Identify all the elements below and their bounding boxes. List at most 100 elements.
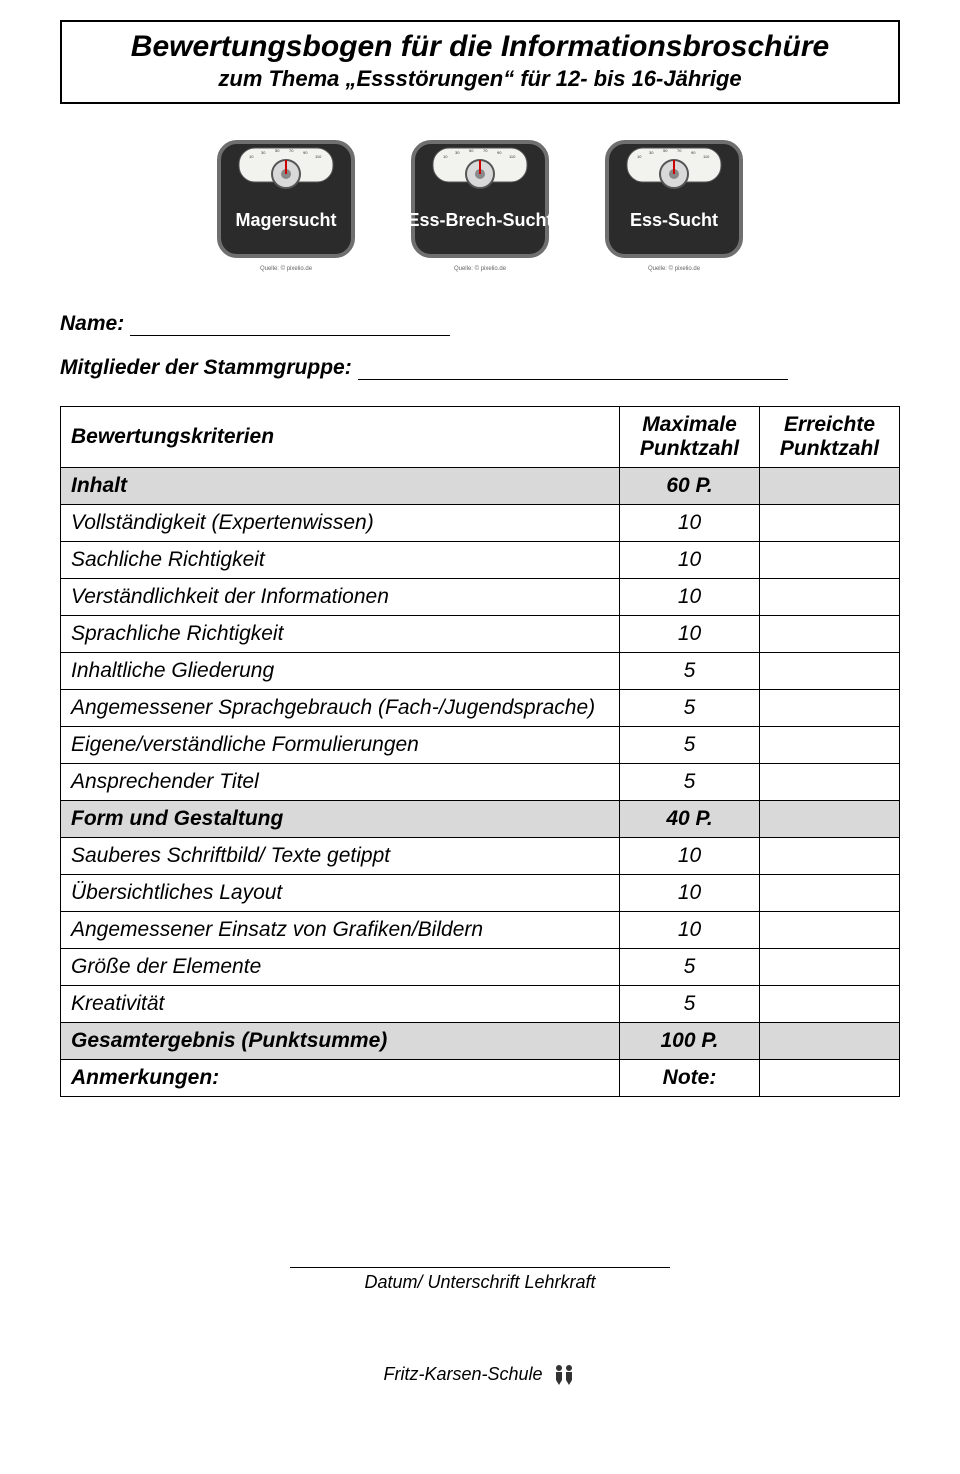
- cell-max: 10: [620, 505, 760, 542]
- svg-text:10: 10: [443, 154, 448, 159]
- cell-max: 10: [620, 912, 760, 949]
- cell-criteria: Gesamtergebnis (Punktsumme): [61, 1023, 620, 1060]
- cell-criteria: Kreativität: [61, 986, 620, 1023]
- table-row: Gesamtergebnis (Punktsumme)100 P.: [61, 1023, 900, 1060]
- table-row: Sprachliche Richtigkeit10: [61, 616, 900, 653]
- table-row: Inhaltliche Gliederung5: [61, 653, 900, 690]
- table-row: Inhalt60 P.: [61, 468, 900, 505]
- svg-text:110: 110: [315, 154, 322, 159]
- cell-criteria: Ansprechender Titel: [61, 764, 620, 801]
- scales-row: 1030 5070 90110 Magersucht Quelle: © pix…: [60, 134, 900, 272]
- cell-max: 5: [620, 727, 760, 764]
- svg-text:30: 30: [649, 150, 654, 155]
- cell-got[interactable]: [760, 468, 900, 505]
- cell-criteria: Vollständigkeit (Expertenwissen): [61, 505, 620, 542]
- table-row: Verständlichkeit der Informationen10: [61, 579, 900, 616]
- cell-criteria: Eigene/verständliche Formulierungen: [61, 727, 620, 764]
- cell-got[interactable]: [760, 1060, 900, 1097]
- svg-text:50: 50: [469, 148, 474, 153]
- table-row: Angemessener Einsatz von Grafiken/Bilder…: [61, 912, 900, 949]
- rubric-table: Bewertungskriterien Maximale Punktzahl E…: [60, 406, 900, 1097]
- cell-criteria: Verständlichkeit der Informationen: [61, 579, 620, 616]
- svg-text:110: 110: [703, 154, 710, 159]
- table-head-row: Bewertungskriterien Maximale Punktzahl E…: [61, 407, 900, 468]
- cell-max: 5: [620, 764, 760, 801]
- cell-got[interactable]: [760, 616, 900, 653]
- name-label: Name:: [60, 312, 124, 336]
- cell-criteria: Sauberes Schriftbild/ Texte getippt: [61, 838, 620, 875]
- cell-criteria: Übersichtliches Layout: [61, 875, 620, 912]
- table-row: Sauberes Schriftbild/ Texte getippt10: [61, 838, 900, 875]
- cell-got[interactable]: [760, 764, 900, 801]
- cell-max: 40 P.: [620, 801, 760, 838]
- cell-criteria: Angemessener Sprachgebrauch (Fach-/Jugen…: [61, 690, 620, 727]
- svg-text:70: 70: [677, 148, 682, 153]
- table-row: Kreativität5: [61, 986, 900, 1023]
- signature-line[interactable]: [290, 1267, 670, 1268]
- cell-max: Note:: [620, 1060, 760, 1097]
- head-max: Maximale Punktzahl: [620, 407, 760, 468]
- group-label: Mitglieder der Stammgruppe:: [60, 356, 352, 380]
- cell-max: 10: [620, 838, 760, 875]
- cell-got[interactable]: [760, 653, 900, 690]
- cell-got[interactable]: [760, 912, 900, 949]
- cell-got[interactable]: [760, 1023, 900, 1060]
- table-row: Übersichtliches Layout10: [61, 875, 900, 912]
- name-field-row: Name:: [60, 312, 900, 336]
- cell-criteria: Sachliche Richtigkeit: [61, 542, 620, 579]
- cell-max: 10: [620, 875, 760, 912]
- cell-max: 5: [620, 949, 760, 986]
- svg-text:50: 50: [275, 148, 280, 153]
- svg-text:10: 10: [637, 154, 642, 159]
- cell-max: 5: [620, 690, 760, 727]
- svg-text:30: 30: [261, 150, 266, 155]
- signature-line-wrap: Datum/ Unterschrift Lehrkraft: [290, 1267, 670, 1293]
- page-footer: Fritz-Karsen-Schule: [60, 1363, 900, 1385]
- scale-card: 1030 5070 90110 Ess-Sucht Quelle: © pixe…: [589, 134, 759, 272]
- table-row: Angemessener Sprachgebrauch (Fach-/Jugen…: [61, 690, 900, 727]
- cell-max: 60 P.: [620, 468, 760, 505]
- cell-got[interactable]: [760, 875, 900, 912]
- cell-got[interactable]: [760, 579, 900, 616]
- cell-got[interactable]: [760, 542, 900, 579]
- name-input-line[interactable]: [130, 313, 450, 336]
- cell-got[interactable]: [760, 690, 900, 727]
- page: Bewertungsbogen für die Informationsbros…: [0, 0, 960, 1405]
- cell-max: 10: [620, 579, 760, 616]
- cell-got[interactable]: [760, 986, 900, 1023]
- cell-max: 5: [620, 986, 760, 1023]
- cell-max: 5: [620, 653, 760, 690]
- svg-text:70: 70: [289, 148, 294, 153]
- svg-text:90: 90: [497, 150, 502, 155]
- cell-criteria: Form und Gestaltung: [61, 801, 620, 838]
- cell-criteria: Größe der Elemente: [61, 949, 620, 986]
- cell-max: 100 P.: [620, 1023, 760, 1060]
- page-title: Bewertungsbogen für die Informationsbros…: [76, 30, 884, 64]
- head-criteria: Bewertungskriterien: [61, 407, 620, 468]
- svg-text:10: 10: [249, 154, 254, 159]
- cell-criteria: Inhalt: [61, 468, 620, 505]
- cell-got[interactable]: [760, 727, 900, 764]
- cell-got[interactable]: [760, 801, 900, 838]
- cell-got[interactable]: [760, 949, 900, 986]
- group-field-row: Mitglieder der Stammgruppe:: [60, 356, 900, 380]
- table-row: Anmerkungen:Note:: [61, 1060, 900, 1097]
- group-input-line[interactable]: [358, 357, 788, 380]
- cell-max: 10: [620, 542, 760, 579]
- cell-max: 10: [620, 616, 760, 653]
- svg-text:110: 110: [509, 154, 516, 159]
- table-row: Sachliche Richtigkeit10: [61, 542, 900, 579]
- svg-text:30: 30: [455, 150, 460, 155]
- cell-criteria: Sprachliche Richtigkeit: [61, 616, 620, 653]
- table-row: Ansprechender Titel5: [61, 764, 900, 801]
- footer-school: Fritz-Karsen-Schule: [383, 1364, 542, 1385]
- cell-criteria: Anmerkungen:: [61, 1060, 620, 1097]
- cell-got[interactable]: [760, 505, 900, 542]
- scale-caption: Quelle: © pixelio.de: [260, 266, 312, 272]
- school-logo-icon: [551, 1363, 577, 1385]
- scale-card: 1030 5070 90110 Ess-Brech-Sucht Quelle: …: [395, 134, 565, 272]
- cell-got[interactable]: [760, 838, 900, 875]
- cell-criteria: Angemessener Einsatz von Grafiken/Bilder…: [61, 912, 620, 949]
- cell-criteria: Inhaltliche Gliederung: [61, 653, 620, 690]
- scale-card: 1030 5070 90110 Magersucht Quelle: © pix…: [201, 134, 371, 272]
